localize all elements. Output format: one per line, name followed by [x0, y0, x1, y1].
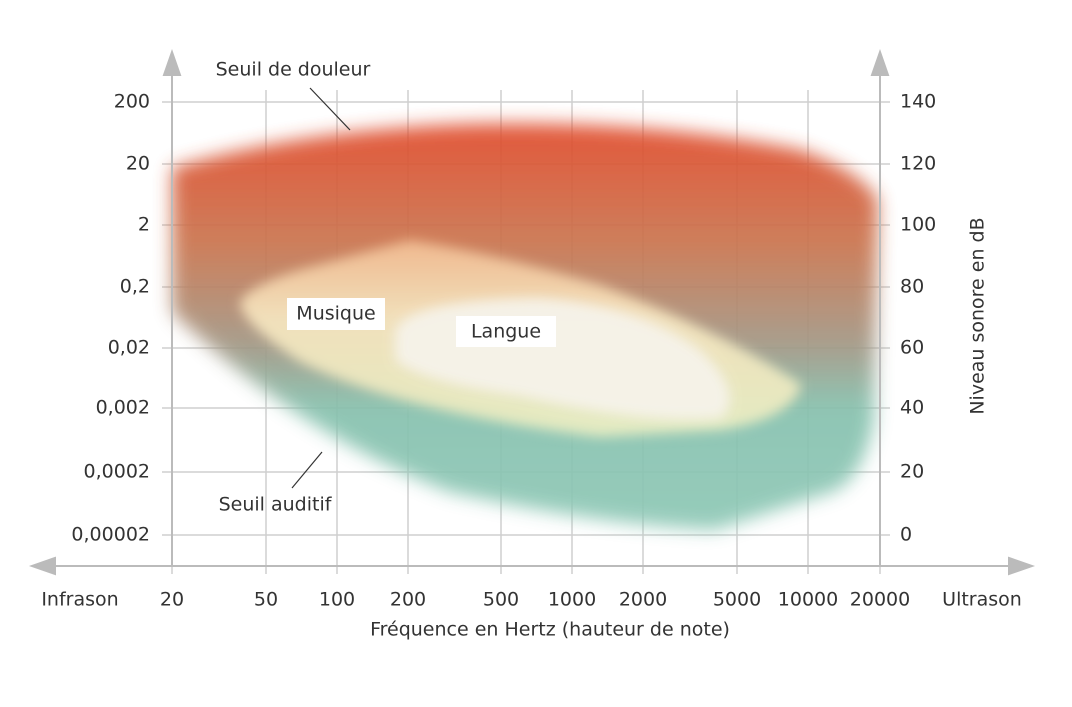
hearing-label: Seuil auditif	[219, 494, 333, 516]
x-tick-label: 20	[160, 589, 184, 611]
y-tick-label: 0,0002	[84, 461, 150, 483]
x-tick-label: 1000	[548, 589, 596, 611]
label-box	[287, 298, 385, 330]
y2-tick-label: 20	[900, 461, 924, 483]
x-tick-label: 200	[390, 589, 426, 611]
x-tick-label: 50	[254, 589, 278, 611]
y-tick-label: 0,2	[120, 276, 150, 298]
y-tick-label: 2	[138, 214, 150, 236]
y2-tick-label: 100	[900, 214, 936, 236]
pointer	[291, 451, 323, 489]
pain-label: Seuil de douleur	[216, 59, 371, 81]
y2-tick-label: 40	[900, 397, 924, 419]
x-tick-label: 20000	[850, 589, 910, 611]
x-tick-label: 2000	[619, 589, 667, 611]
y2-axis-title: Niveau sonore en dB	[967, 217, 989, 414]
pointer	[309, 87, 351, 131]
axes	[28, 48, 1036, 576]
x-tick-label: 5000	[713, 589, 761, 611]
y2-tick-label: 140	[900, 91, 936, 113]
y2-tick-label: 80	[900, 276, 924, 298]
y2-tick-label: 120	[900, 153, 936, 175]
y-tick-label: 20	[126, 153, 150, 175]
y2-tick-label: 0	[900, 524, 912, 546]
x-tick-label: 10000	[778, 589, 838, 611]
music-label: Musique	[296, 303, 375, 325]
y-tick-label: 200	[114, 91, 150, 113]
x-axis-title: Fréquence en Hertz (hauteur de note)	[370, 619, 730, 641]
x-tick-label: 500	[483, 589, 519, 611]
y-tick-label: 0,02	[108, 337, 150, 359]
y2-tick-label: 60	[900, 337, 924, 359]
x-left-end: Infrason	[41, 589, 118, 611]
x-tick-label: 100	[319, 589, 355, 611]
y-tick-label: 0,002	[96, 397, 150, 419]
y-tick-label: 0,00002	[71, 524, 150, 546]
x-right-end: Ultrason	[942, 589, 1022, 611]
speech-label: Langue	[471, 321, 541, 343]
label-box	[456, 316, 556, 347]
